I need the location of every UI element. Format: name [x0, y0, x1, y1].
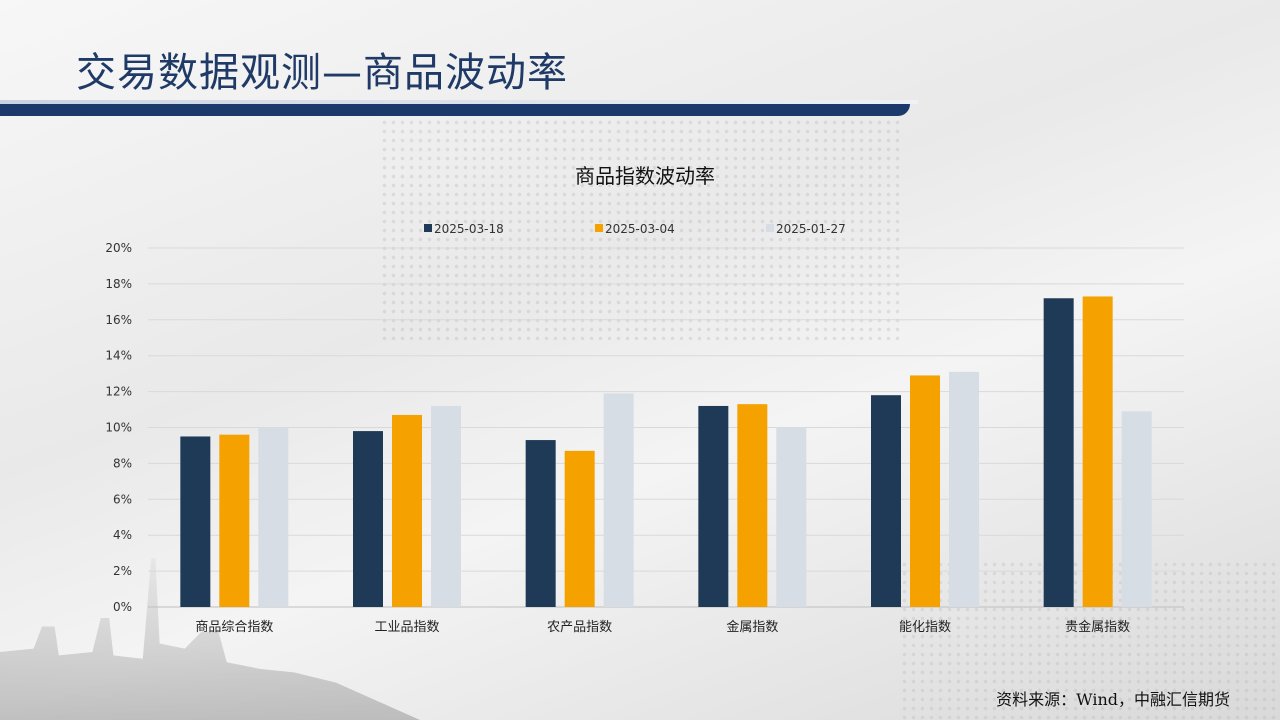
bar [603, 393, 634, 607]
bar [1043, 298, 1074, 607]
bar [910, 375, 940, 607]
y-tick-label: 12% [105, 385, 132, 399]
page-title: 交易数据观测—商品波动率 [76, 50, 568, 96]
x-category-label: 工业品指数 [374, 620, 439, 635]
bar [1121, 411, 1152, 607]
y-tick-label: 8% [113, 456, 132, 470]
legend-label: 2025-03-04 [605, 222, 675, 236]
source-note: 资料来源：Wind，中融汇信期货 [996, 690, 1230, 709]
bar [949, 371, 979, 607]
y-tick-label: 4% [113, 528, 132, 542]
y-tick-label: 2% [113, 564, 132, 578]
y-tick-label: 14% [105, 349, 132, 363]
bar [776, 427, 807, 607]
x-category-label: 农产品指数 [547, 620, 612, 635]
legend-label: 2025-01-27 [776, 222, 846, 236]
bar [180, 436, 211, 607]
bar [353, 431, 383, 607]
legend-swatch [766, 224, 774, 232]
y-tick-label: 6% [113, 492, 132, 506]
legend-swatch [595, 224, 603, 232]
y-tick-label: 10% [105, 421, 132, 435]
y-tick-label: 16% [105, 313, 132, 327]
bar [219, 434, 250, 607]
x-category-label: 能化指数 [899, 620, 951, 635]
world-map-dots [380, 100, 900, 340]
bar [698, 405, 729, 607]
bar [564, 450, 595, 607]
x-category-label: 金属指数 [726, 619, 778, 635]
bar [392, 414, 422, 607]
bar [525, 440, 556, 607]
chart-title: 商品指数波动率 [575, 164, 715, 188]
bar [871, 395, 901, 607]
title-underline-light [0, 100, 918, 104]
bar [1082, 296, 1113, 607]
bar [737, 404, 768, 607]
bar [431, 405, 461, 607]
y-tick-label: 18% [105, 277, 132, 291]
x-category-label: 贵金属指数 [1065, 619, 1130, 635]
x-category-label: 商品综合指数 [195, 620, 273, 635]
legend-label: 2025-03-18 [434, 222, 504, 236]
y-tick-label: 0% [113, 600, 132, 614]
legend-swatch [424, 224, 432, 232]
y-tick-label: 20% [105, 241, 132, 255]
title-underline-bar [0, 104, 910, 116]
bar [258, 427, 289, 607]
